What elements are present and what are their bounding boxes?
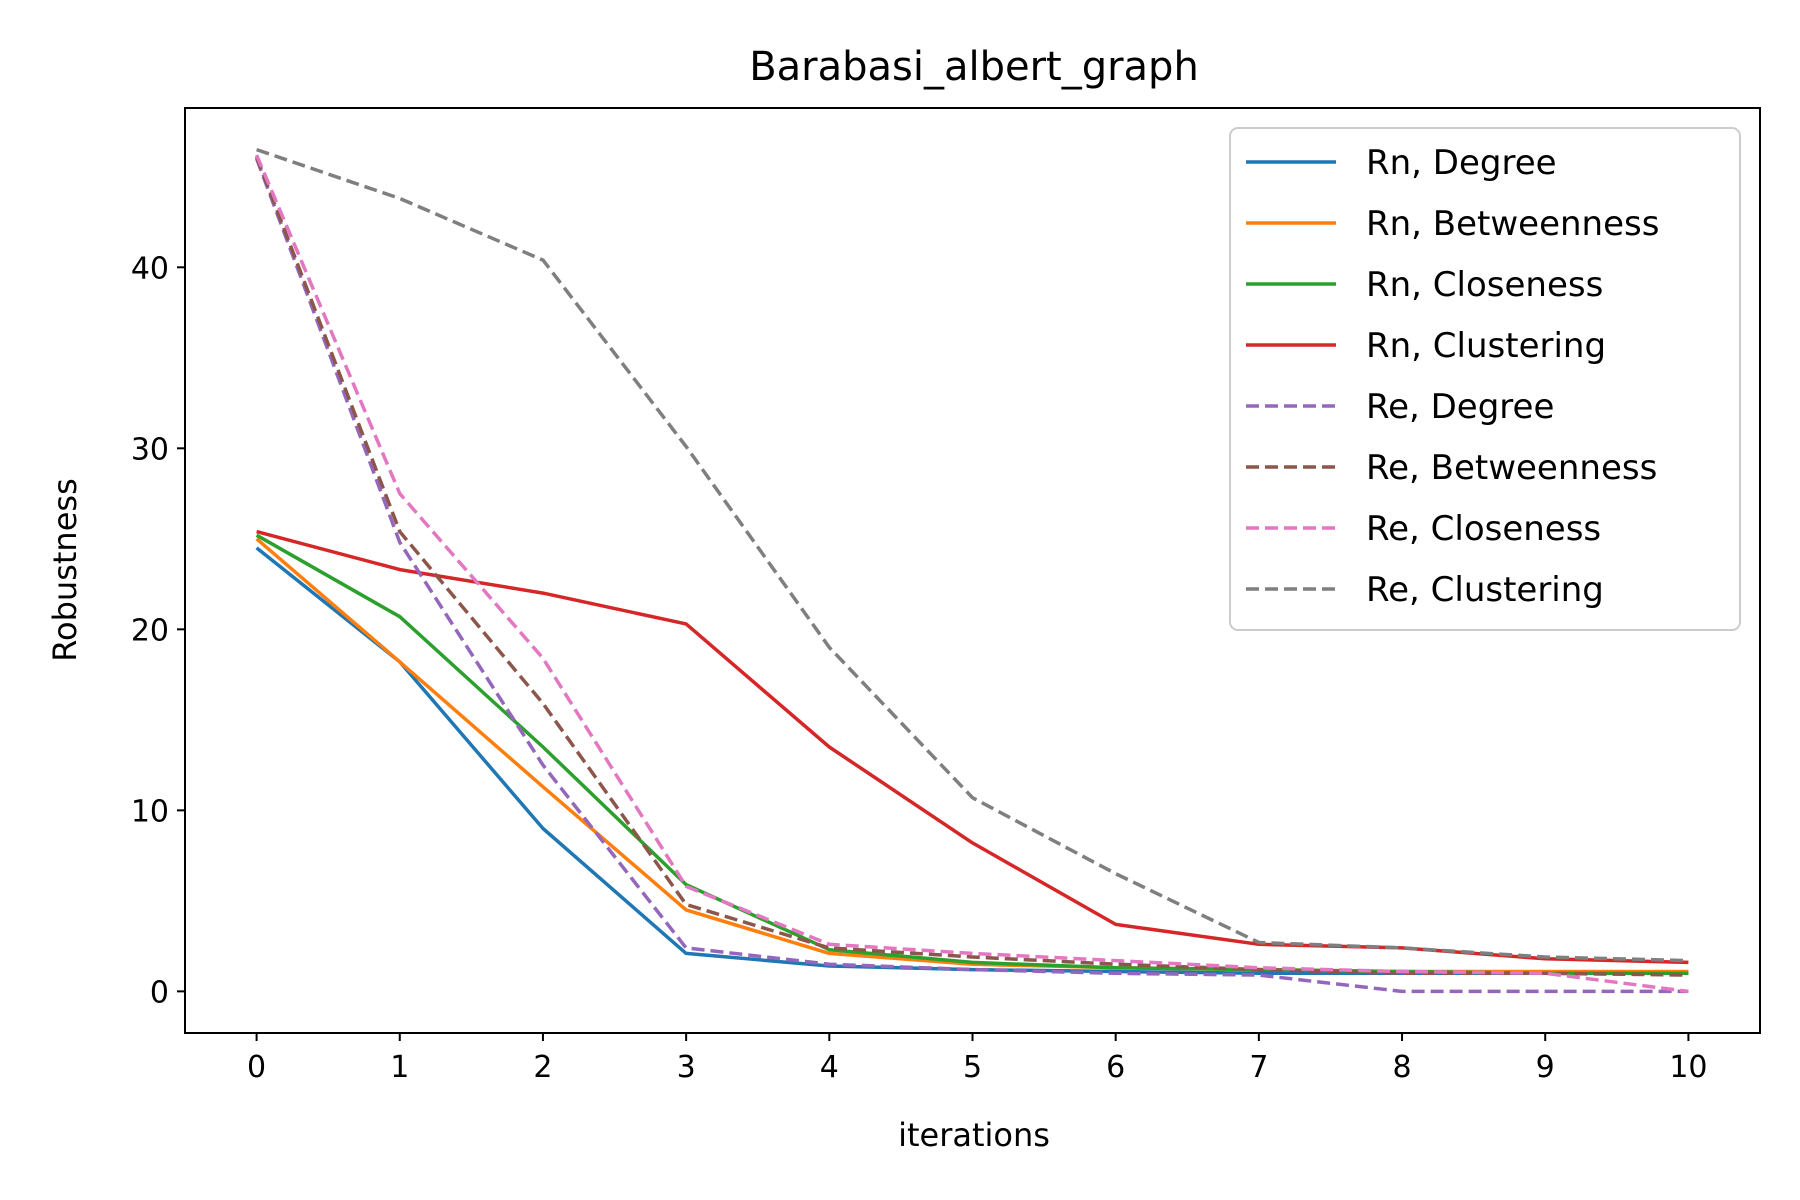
x-tick-label: 5 (963, 1050, 982, 1085)
x-tick-label: 9 (1536, 1050, 1555, 1085)
legend-box (1229, 127, 1741, 631)
y-tick-label: 10 (131, 794, 169, 829)
legend-label-re-betweenness: Re, Betweenness (1366, 448, 1657, 488)
y-axis-label: Robustness (46, 478, 84, 662)
y-tick-label: 40 (131, 251, 169, 286)
series-layer (254, 147, 1689, 994)
series-line-re-clustering (256, 147, 1689, 963)
x-tick-label: 1 (390, 1050, 409, 1085)
x-tick-label: 3 (677, 1050, 696, 1085)
legend-label-rn-clustering: Rn, Clustering (1366, 326, 1606, 366)
legend-label-rn-degree: Rn, Degree (1366, 143, 1557, 183)
legend-label-re-clustering: Re, Clustering (1366, 570, 1604, 610)
y-axis: 0 10 20 30 40 (131, 251, 185, 1010)
x-tick-label: 6 (1106, 1050, 1125, 1085)
x-tick-label: 8 (1392, 1050, 1411, 1085)
series-line-re-degree (254, 158, 1689, 994)
legend-label-re-degree: Re, Degree (1366, 387, 1554, 427)
chart-title: Barabasi_albert_graph (749, 44, 1199, 90)
x-tick-label: 7 (1249, 1050, 1268, 1085)
x-axis-label: iterations (898, 1116, 1050, 1154)
legend-label-rn-betweenness: Rn, Betweenness (1366, 204, 1659, 244)
legend: Rn, Degree Rn, Betweenness Rn, Closeness Rn… (1229, 127, 1741, 631)
x-tick-label: 10 (1669, 1050, 1707, 1085)
legend-label-rn-closeness: Rn, Closeness (1366, 265, 1603, 305)
legend-label-re-closeness: Re, Closeness (1366, 509, 1601, 549)
x-tick-label: 2 (533, 1050, 552, 1085)
x-axis: 0 1 2 3 4 5 6 7 8 9 10 (247, 1033, 1708, 1085)
y-tick-label: 30 (131, 432, 169, 467)
x-tick-label: 0 (247, 1050, 266, 1085)
y-tick-label: 0 (150, 975, 169, 1010)
series-line-re-closeness (254, 154, 1689, 994)
series-line-re-betweenness (254, 156, 1689, 977)
x-tick-label: 4 (820, 1050, 839, 1085)
y-tick-label: 20 (131, 613, 169, 648)
